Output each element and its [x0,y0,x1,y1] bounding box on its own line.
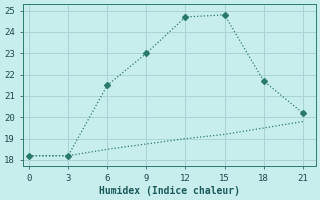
X-axis label: Humidex (Indice chaleur): Humidex (Indice chaleur) [99,186,240,196]
